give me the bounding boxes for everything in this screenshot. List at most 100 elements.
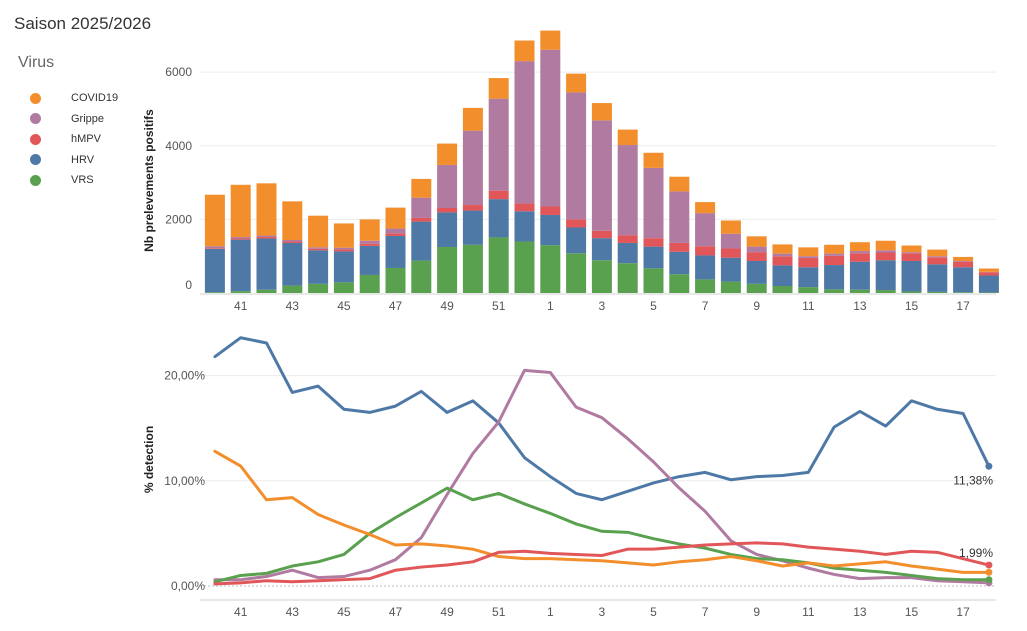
bar-grippe-week-2 xyxy=(566,92,587,220)
bar-hmpv-week-43 xyxy=(282,241,303,243)
bar-hmpv-week-12 xyxy=(824,255,845,266)
bar-grippe-week-40 xyxy=(204,246,225,249)
bar-hmpv-week-44 xyxy=(308,248,329,251)
bar-hmpv-week-7 xyxy=(695,246,716,256)
bar-hrv-week-14 xyxy=(875,260,896,291)
bar-chart-y-tick: 2000 xyxy=(165,212,192,226)
bar-covid19-week-40 xyxy=(204,194,225,247)
bar-chart-y-tick: 6000 xyxy=(165,65,192,79)
bar-grippe-week-46 xyxy=(359,240,380,244)
legend-item-grippe[interactable]: Grippe xyxy=(30,109,118,130)
bar-hrv-week-47 xyxy=(385,235,406,268)
bar-covid19-week-16 xyxy=(927,249,948,257)
bar-vrs-week-1 xyxy=(540,245,561,293)
bar-chart-x-tick-17: 17 xyxy=(956,299,970,313)
bar-vrs-week-10 xyxy=(772,286,793,293)
bar-hrv-week-52 xyxy=(514,211,535,242)
bar-grippe-week-4 xyxy=(617,145,638,236)
bar-hmpv-week-8 xyxy=(720,248,741,258)
bar-chart-x-tick-51: 51 xyxy=(492,299,506,313)
bar-hmpv-week-49 xyxy=(437,207,458,213)
bar-covid19-week-51 xyxy=(488,78,509,99)
bar-grippe-week-1 xyxy=(540,49,561,207)
bar-hmpv-week-14 xyxy=(875,252,896,261)
bar-vrs-week-14 xyxy=(875,290,896,293)
legend-dot-grippe xyxy=(30,113,41,125)
legend-label: hMPV xyxy=(71,133,101,146)
bar-vrs-week-7 xyxy=(695,279,716,293)
bar-covid19-week-43 xyxy=(282,201,303,240)
bar-hrv-week-3 xyxy=(591,238,612,261)
bar-vrs-week-11 xyxy=(798,287,819,293)
bar-vrs-week-15 xyxy=(901,291,922,293)
dashboard-title: Saison 2025/2026 xyxy=(14,14,152,33)
bar-chart-x-tick-3: 3 xyxy=(599,299,606,313)
bar-vrs-week-3 xyxy=(591,260,612,293)
line-end-label-hrv: 11,38% xyxy=(953,473,993,487)
bar-vrs-week-16 xyxy=(927,291,948,293)
bar-chart-x-tick-7: 7 xyxy=(702,299,709,313)
bar-covid19-week-42 xyxy=(256,183,277,236)
bar-covid19-week-14 xyxy=(875,240,896,251)
bar-hmpv-week-13 xyxy=(849,253,870,262)
legend-dot-hrv xyxy=(30,154,41,166)
bar-covid19-week-4 xyxy=(617,129,638,146)
line-chart-y-axis-label: % detection xyxy=(142,426,156,493)
legend-label: HRV xyxy=(71,153,95,166)
bar-hrv-week-5 xyxy=(643,246,664,269)
bar-covid19-week-46 xyxy=(359,219,380,241)
bar-grippe-week-5 xyxy=(643,167,664,239)
legend-label: VRS xyxy=(71,174,94,187)
bar-hmpv-week-41 xyxy=(230,238,251,240)
bar-hrv-week-8 xyxy=(720,257,741,282)
bar-grippe-week-11 xyxy=(798,256,819,259)
bar-hmpv-week-10 xyxy=(772,256,793,266)
bar-vrs-week-5 xyxy=(643,268,664,293)
legend-dot-covid19 xyxy=(30,92,41,104)
bar-hmpv-week-52 xyxy=(514,203,535,212)
bar-hrv-week-17 xyxy=(953,267,974,293)
bar-grippe-week-48 xyxy=(411,197,432,218)
line-series-hmpv xyxy=(213,541,991,586)
bar-covid19-week-7 xyxy=(695,202,716,214)
bar-vrs-week-52 xyxy=(514,241,535,293)
bar-covid19-week-44 xyxy=(308,215,329,248)
bar-hrv-week-50 xyxy=(462,210,483,245)
bar-covid19-week-6 xyxy=(669,176,690,192)
bar-covid19-week-10 xyxy=(772,244,793,254)
bar-hrv-week-4 xyxy=(617,242,638,264)
legend: COVID19 Grippe hMPV HRV VRS xyxy=(30,88,118,191)
bar-chart-x-tick-41: 41 xyxy=(234,299,248,313)
bar-hrv-week-11 xyxy=(798,267,819,288)
line-end-point-covid19 xyxy=(985,568,993,576)
line-chart-x-tick-49: 49 xyxy=(440,605,454,619)
bar-covid19-week-1 xyxy=(540,30,561,50)
legend-label: Grippe xyxy=(71,112,105,125)
bar-hmpv-week-47 xyxy=(385,233,406,236)
bar-vrs-week-42 xyxy=(256,289,277,293)
bar-hrv-week-9 xyxy=(746,260,767,284)
bar-grippe-week-8 xyxy=(720,233,741,249)
bar-hmpv-week-3 xyxy=(591,230,612,239)
bar-vrs-week-4 xyxy=(617,263,638,293)
line-chart-y-tick: 0,00% xyxy=(171,579,205,593)
legend-item-covid19[interactable]: COVID19 xyxy=(30,88,118,109)
bar-covid19-week-11 xyxy=(798,247,819,257)
bar-hmpv-week-18 xyxy=(978,272,999,276)
line-chart-x-tick-47: 47 xyxy=(389,605,403,619)
bar-hmpv-week-15 xyxy=(901,253,922,261)
bar-vrs-week-8 xyxy=(720,281,741,293)
line-end-point-vrs xyxy=(985,576,993,584)
legend-item-vrs[interactable]: VRS xyxy=(30,170,118,191)
legend-item-hrv[interactable]: HRV xyxy=(30,150,118,171)
bar-grippe-week-44 xyxy=(308,247,329,249)
bar-grippe-week-52 xyxy=(514,61,535,204)
legend-item-hmpv[interactable]: hMPV xyxy=(30,129,118,150)
line-series-grippe xyxy=(213,368,991,585)
bar-covid19-week-15 xyxy=(901,245,922,253)
bar-grippe-week-3 xyxy=(591,120,612,231)
line-end-label-hmpv: 1,99% xyxy=(959,546,993,560)
bar-hrv-week-6 xyxy=(669,251,690,275)
bar-covid19-week-52 xyxy=(514,40,535,62)
